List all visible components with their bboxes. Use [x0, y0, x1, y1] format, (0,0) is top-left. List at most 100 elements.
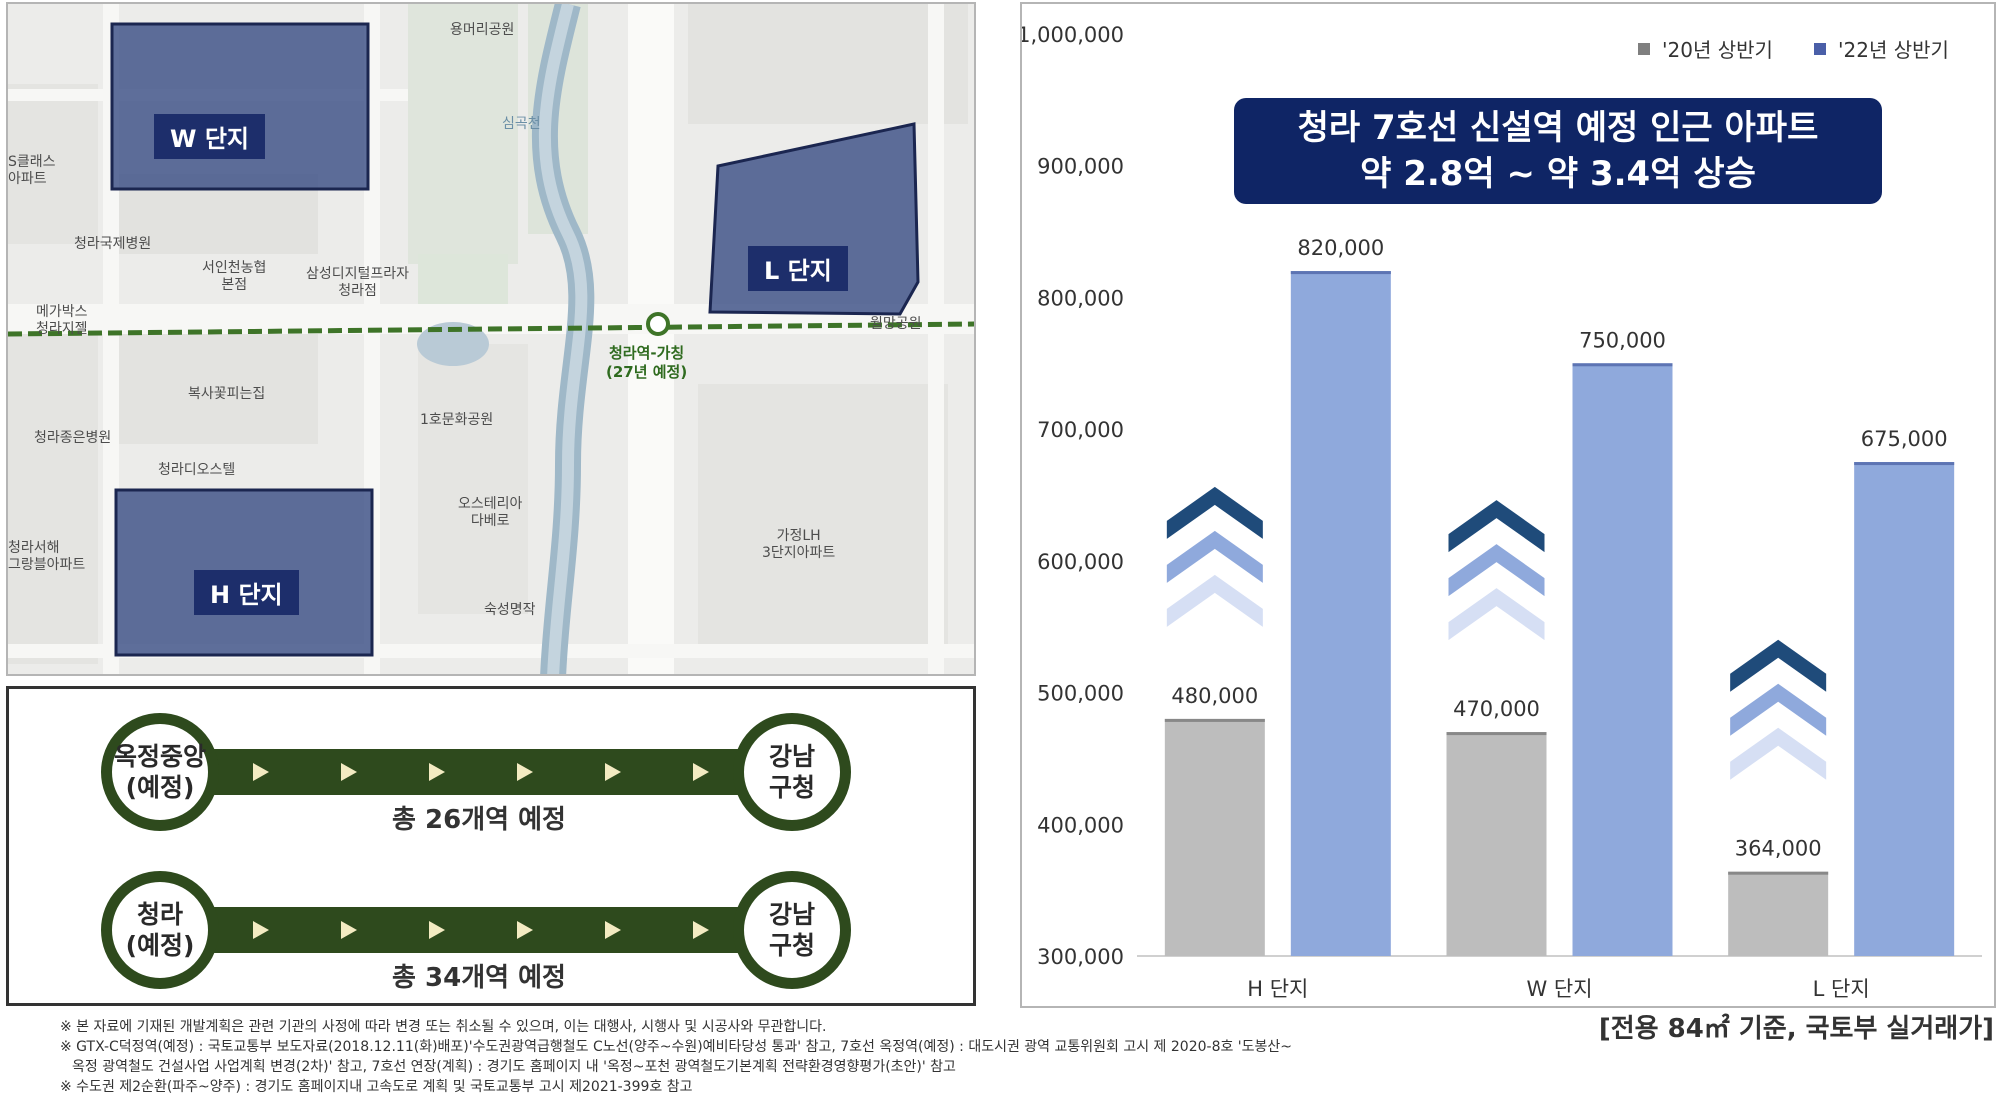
route-1-end-node: 강남 구청 — [733, 713, 851, 831]
complex-label-h: H 단지 — [194, 570, 299, 615]
bar-2020-cap — [1446, 732, 1547, 736]
footnote-1: ※ 본 자료에 기재된 개발계획은 관련 기관의 사정에 따라 변경 또는 취소… — [60, 1019, 827, 1035]
route-2-arrow — [605, 921, 621, 939]
map-panel: W 단지 L 단지 H 단지 청라역-가칭 (27년 예정) 용머리공원 심곡천… — [6, 2, 976, 676]
y-tick-label: 900,000 — [1037, 155, 1124, 179]
route-1-start-line2: (예정) — [125, 773, 195, 802]
y-tick-label: 800,000 — [1037, 286, 1124, 310]
bar-2022 — [1290, 271, 1391, 957]
chevron-up-icon — [1166, 530, 1263, 583]
route-2-start-node: 청라 (예정) — [101, 871, 219, 989]
y-tick-label: 300,000 — [1037, 945, 1124, 969]
bar-2022 — [1854, 462, 1955, 956]
route-2-end-line1: 강남 — [768, 899, 815, 929]
route-2-start-line2: (예정) — [125, 931, 195, 960]
y-tick-label: 400,000 — [1037, 813, 1124, 837]
bar-2022-cap — [1854, 462, 1955, 466]
x-tick-label: W 단지 — [1526, 977, 1592, 1001]
station-label: 청라역-가칭 (27년 예정) — [606, 344, 687, 382]
data-label-2020: 480,000 — [1171, 684, 1258, 708]
poi-simgokcheon: 심곡천 — [502, 116, 541, 132]
data-label-2022: 820,000 — [1297, 236, 1384, 260]
route-2-arrow — [341, 921, 357, 939]
route-2-arrow — [429, 921, 445, 939]
route-1-arrow — [605, 763, 621, 781]
route-1-bar — [159, 749, 759, 795]
poi-wolmang: 월망공원 — [870, 316, 922, 332]
x-tick-label: L 단지 — [1813, 977, 1870, 1001]
poi-international-hospital: 청라국제병원 — [74, 236, 152, 252]
y-tick-label: 600,000 — [1037, 550, 1124, 574]
route-1-start-line1: 옥정중앙 — [113, 741, 206, 771]
bar-chart: 300,000 400,000 500,000 600,000 700,000 800,0… — [1022, 23, 1982, 1001]
chart-source-note: [전용 84㎡ 기준, 국토부 실거래가] — [1598, 1014, 1994, 1044]
route-2-caption: 총 34개역 예정 — [392, 963, 566, 993]
route-panel: 옥정중앙 (예정) 강남 구청 총 26개역 예정 청라 (예정) 강남 구청 … — [6, 686, 976, 1006]
route-2-arrow — [693, 921, 709, 939]
chevron-up-icon — [1730, 683, 1827, 736]
route-1-caption: 총 26개역 예정 — [392, 805, 566, 835]
chart-panel: 300,000 400,000 500,000 600,000 700,000 800,0… — [1020, 2, 1996, 1008]
poi-cheongna-hotel: 청라디오스텔 — [158, 462, 236, 478]
route-1-start-node: 옥정중앙 (예정) — [101, 713, 219, 831]
chart-title: 청라 7호선 신설역 예정 인근 아파트 — [1297, 108, 1819, 148]
station-note: (27년 예정) — [606, 362, 688, 381]
legend-item-2020: '20년 상반기 — [1638, 34, 1773, 63]
route-1-arrow — [517, 763, 533, 781]
route-2-end-line2: 구청 — [768, 931, 815, 960]
bar-2020-cap — [1728, 871, 1829, 875]
chevron-up-icon — [1730, 639, 1827, 692]
chart-subtitle: 약 2.8억 ~ 약 3.4억 상승 — [1360, 154, 1756, 194]
y-tick-label: 700,000 — [1037, 418, 1124, 442]
route-2-bar — [159, 907, 759, 953]
poi-samsung: 삼성디지털프라자 청라점 — [306, 266, 410, 299]
chevron-up-icon — [1448, 588, 1545, 641]
route-2-end-node: 강남 구청 — [733, 871, 851, 989]
legend-item-2022: '22년 상반기 — [1814, 34, 1949, 63]
footnote-3: 옥정 광역철도 건설사업 사업계획 변경(2차)' 참고, 7호선 연장(계획)… — [72, 1059, 956, 1075]
route-2-arrow — [253, 921, 269, 939]
poi-yongmeori: 용머리공원 — [450, 22, 515, 38]
footnote-4: ※ 수도권 제2순환(파주~양주) : 경기도 홈페이지내 고속도로 계획 및 … — [60, 1079, 693, 1095]
route-1-arrow — [341, 763, 357, 781]
chevron-up-icon — [1448, 544, 1545, 597]
legend-label-2020: '20년 상반기 — [1662, 38, 1773, 62]
chevron-up-icon — [1166, 486, 1263, 539]
route-1-end-line2: 구청 — [768, 773, 815, 802]
complex-label-l: L 단지 — [748, 246, 848, 291]
bar-2020-cap — [1164, 718, 1265, 722]
bar-2020 — [1446, 732, 1547, 956]
poi-ostteria: 오스테리아 다베로 — [458, 496, 523, 529]
bar-2020 — [1164, 718, 1265, 956]
map-background — [8, 4, 974, 674]
poi-munhwa: 1호문화공원 — [420, 412, 494, 428]
bar-2020 — [1728, 871, 1829, 956]
data-label-2022: 750,000 — [1579, 328, 1666, 352]
poi-s-class: S클래스 아파트 — [8, 154, 56, 187]
chevron-up-icon — [1448, 500, 1545, 553]
chevron-up-icon — [1166, 574, 1263, 627]
complex-label-w: W 단지 — [154, 114, 265, 159]
footnote-2: ※ GTX-C덕정역(예정) : 국토교통부 보도자료(2018.12.11(화… — [60, 1039, 1293, 1055]
bar-2022 — [1572, 363, 1673, 956]
route-2-start-line1: 청라 — [136, 899, 183, 929]
poi-gajeong: 가정LH 3단지아파트 — [762, 528, 836, 561]
route-1-arrow — [253, 763, 269, 781]
legend-label-2022: '22년 상반기 — [1838, 38, 1949, 62]
chevron-up-icon — [1730, 727, 1827, 780]
poi-sukseong: 숙성명작 — [484, 602, 536, 618]
poi-seohae: 청라서해 그랑블아파트 — [8, 540, 86, 573]
route-1-arrow — [693, 763, 709, 781]
poi-boksa: 복사꽃피는집 — [188, 386, 266, 402]
x-tick-label: H 단지 — [1247, 977, 1308, 1001]
data-label-2020: 470,000 — [1453, 697, 1540, 721]
route-2-arrow — [517, 921, 533, 939]
data-label-2020: 364,000 — [1735, 837, 1822, 861]
y-tick-label: 500,000 — [1037, 682, 1124, 706]
route-1-arrow — [429, 763, 445, 781]
poi-seoincheon: 서인천농협 본점 — [202, 260, 267, 293]
legend-swatch-2022 — [1814, 42, 1826, 55]
bar-2022-cap — [1290, 271, 1391, 275]
chart-title-box: 청라 7호선 신설역 예정 인근 아파트 약 2.8억 ~ 약 3.4억 상승 — [1234, 98, 1882, 204]
y-tick-label: 1,000,000 — [1022, 23, 1124, 47]
